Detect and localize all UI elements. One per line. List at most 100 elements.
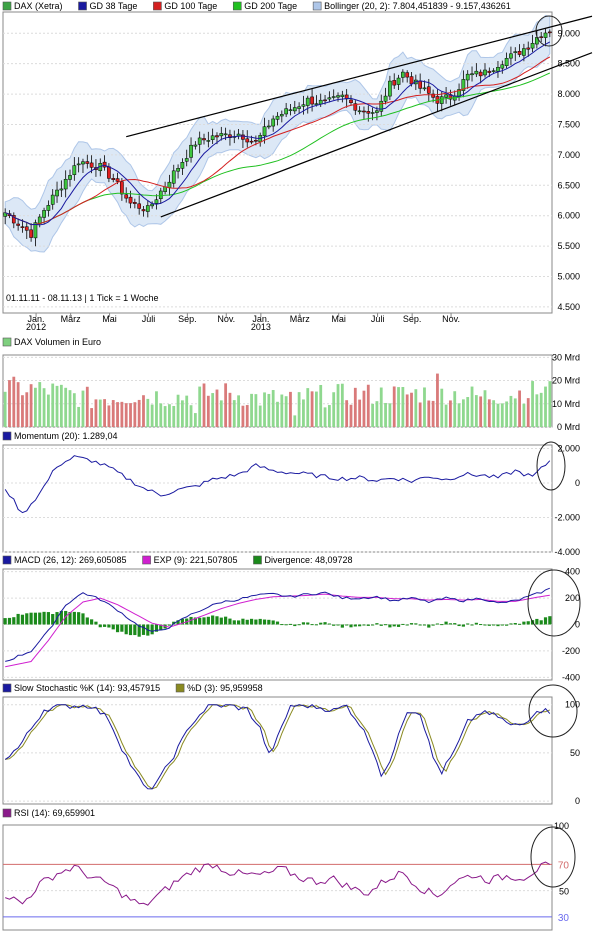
price-candle-body-113 bbox=[491, 70, 496, 72]
stoch-panel-frame bbox=[2, 696, 553, 805]
price-y-tick-4: 7.000 bbox=[557, 150, 580, 160]
divergence-bar-88 bbox=[383, 624, 388, 626]
price-candle-body-43 bbox=[189, 144, 193, 158]
volume-bar-103 bbox=[449, 400, 452, 427]
volume-bar-75 bbox=[327, 405, 331, 427]
divergence-bar-31 bbox=[137, 624, 141, 637]
price-legend-label-2: GD 100 Tage bbox=[164, 1, 217, 11]
divergence-bar-81 bbox=[353, 624, 357, 627]
macd-legend-swatch-1 bbox=[142, 555, 151, 565]
divergence-bar-3 bbox=[16, 613, 20, 625]
price-y-tick-2: 8.000 bbox=[557, 89, 580, 99]
stoch-legend-label-0: Slow Stochastic %K (14): 93,457915 bbox=[14, 683, 160, 693]
price-candle-body-82 bbox=[357, 110, 362, 113]
volume-bar-105 bbox=[457, 403, 461, 427]
volume-bar-45 bbox=[198, 386, 202, 427]
volume-bar-10 bbox=[46, 394, 50, 427]
divergence-bar-19 bbox=[85, 617, 89, 625]
x-month-label-9: Juli bbox=[371, 314, 385, 324]
stoch-y-tick-0: 100 bbox=[565, 700, 580, 710]
gd38-line bbox=[5, 41, 551, 226]
divergence-bar-49 bbox=[215, 616, 219, 625]
volume-bar-6 bbox=[29, 384, 33, 427]
divergence-bar-47 bbox=[206, 616, 210, 625]
price-candle-body-56 bbox=[245, 138, 250, 143]
price-candle-body-57 bbox=[249, 140, 254, 143]
price-candle-body-25 bbox=[111, 178, 116, 180]
divergence-bar-67 bbox=[293, 624, 297, 627]
volume-bar-24 bbox=[107, 405, 111, 427]
divergence-bar-6 bbox=[29, 612, 33, 625]
volume-bar-4 bbox=[21, 395, 24, 427]
price-candle-body-120 bbox=[522, 48, 526, 56]
volume-bar-13 bbox=[59, 384, 63, 427]
volume-bar-39 bbox=[172, 405, 176, 427]
volume-bar-116 bbox=[505, 401, 509, 427]
divergence-bar-0 bbox=[3, 618, 7, 625]
price-candle-body-51 bbox=[223, 133, 228, 136]
rsi-y-tick-1: 70 bbox=[558, 860, 570, 871]
price-legend-swatch-4 bbox=[312, 1, 322, 11]
volume-bar-55 bbox=[241, 405, 245, 427]
price-candle-body-66 bbox=[288, 109, 293, 111]
volume-bar-92 bbox=[401, 387, 405, 427]
divergence-bar-124 bbox=[539, 620, 543, 625]
volume-bar-106 bbox=[461, 399, 465, 427]
divergence-bar-126 bbox=[548, 616, 552, 625]
divergence-bar-116 bbox=[505, 624, 509, 626]
divergence-bar-96 bbox=[418, 624, 422, 626]
volume-bar-86 bbox=[375, 401, 379, 427]
price-candle-body-34 bbox=[150, 203, 154, 207]
price-candle-body-4 bbox=[20, 226, 25, 228]
divergence-bar-100 bbox=[435, 623, 440, 625]
price-candle-body-55 bbox=[241, 134, 245, 140]
price-candle-body-8 bbox=[37, 216, 42, 224]
volume-bar-121 bbox=[526, 398, 530, 427]
macd-legend-swatch-0 bbox=[2, 555, 12, 565]
volume-bar-98 bbox=[427, 400, 431, 427]
volume-bar-5 bbox=[25, 392, 29, 427]
macd-y-tick-2: 0 bbox=[575, 620, 580, 630]
x-month-label-10: Sep. bbox=[403, 314, 422, 324]
volume-bar-111 bbox=[483, 390, 487, 427]
price-candle-body-65 bbox=[284, 108, 288, 115]
volume-bar-125 bbox=[544, 386, 547, 427]
stoch-legend-swatch-0 bbox=[2, 683, 12, 693]
volume-bar-94 bbox=[410, 392, 413, 427]
price-highlight-circle bbox=[535, 15, 563, 47]
gd200-line bbox=[5, 72, 551, 226]
divergence-bar-50 bbox=[219, 617, 223, 625]
divergence-bar-109 bbox=[474, 622, 478, 625]
price-candle-body-119 bbox=[517, 50, 522, 55]
x-month-label-2: Mai bbox=[102, 314, 117, 324]
volume-bar-123 bbox=[535, 394, 539, 427]
volume-bar-0 bbox=[3, 391, 7, 427]
volume-bar-120 bbox=[522, 403, 526, 427]
price-candle-body-125 bbox=[543, 32, 548, 38]
price-candle-body-50 bbox=[219, 133, 224, 137]
price-candle-body-117 bbox=[509, 53, 513, 59]
volume-bar-32 bbox=[142, 395, 145, 427]
price-candle-body-62 bbox=[271, 118, 276, 127]
divergence-bar-70 bbox=[306, 622, 310, 625]
divergence-bar-64 bbox=[280, 624, 284, 626]
trendline-upper bbox=[126, 15, 593, 138]
price-candle-body-36 bbox=[158, 190, 163, 200]
price-legend-swatch-3 bbox=[232, 1, 242, 11]
price-candle-body-80 bbox=[349, 99, 353, 103]
volume-bar-104 bbox=[453, 391, 457, 427]
price-candle-body-74 bbox=[323, 99, 327, 102]
rsi-legend-label-0: RSI (14): 69,659901 bbox=[14, 808, 95, 818]
divergence-bar-63 bbox=[275, 621, 280, 625]
volume-bar-1 bbox=[8, 380, 11, 427]
price-candle-body-122 bbox=[530, 43, 535, 49]
price-candle-body-19 bbox=[85, 161, 90, 164]
divergence-bar-113 bbox=[492, 624, 496, 626]
divergence-bar-111 bbox=[483, 624, 487, 626]
stoch-y-tick-2: 0 bbox=[575, 796, 580, 806]
price-candle-body-78 bbox=[340, 94, 345, 97]
price-candle-body-48 bbox=[210, 135, 215, 140]
momentum-y-tick-2: -2.000 bbox=[554, 512, 580, 522]
divergence-bar-13 bbox=[59, 610, 63, 625]
volume-bar-79 bbox=[345, 400, 349, 427]
